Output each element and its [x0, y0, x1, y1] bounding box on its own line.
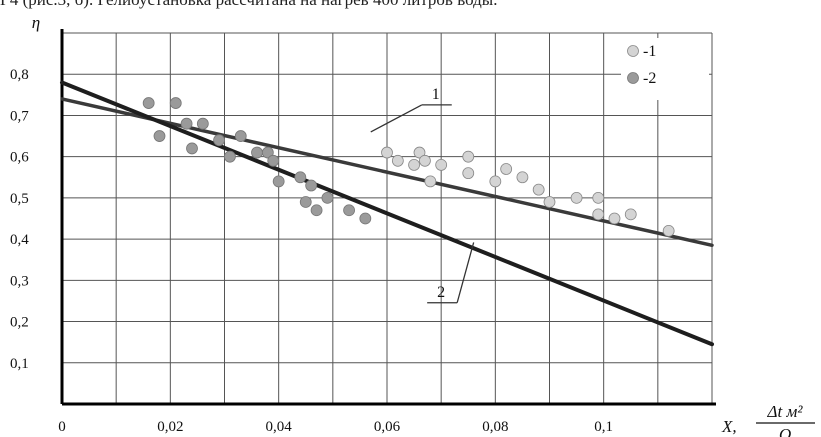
y-tick-label: 0,7	[10, 108, 29, 124]
fit-lines	[60, 80, 714, 347]
data-point-series-2	[196, 117, 209, 130]
data-point-series-1	[391, 154, 404, 167]
grid-lines	[62, 32, 713, 404]
data-point-series-1	[435, 159, 448, 171]
data-point-series-1	[462, 150, 475, 163]
x-axis-label-denominator: Q	[779, 425, 791, 437]
data-point-series-2	[359, 212, 372, 225]
y-tick-label: 0,8	[10, 67, 29, 83]
data-point-series-2	[261, 146, 274, 159]
data-point-series-1	[516, 171, 529, 184]
y-tick-label: 0,6	[10, 150, 29, 166]
data-point-series-1	[592, 208, 605, 221]
data-point-series-1	[381, 146, 393, 159]
x-tick-label: 0,06	[374, 419, 401, 435]
data-points	[142, 97, 675, 237]
legend-label-1: -1	[643, 43, 656, 60]
page-caption: Г4 (рис.3, б). Гелиоустановка рассчитана…	[0, 0, 821, 10]
data-point-series-1	[500, 163, 513, 175]
y-tick-label: 0,1	[10, 356, 29, 372]
data-point-series-2	[169, 97, 182, 109]
data-point-series-2	[343, 204, 355, 217]
fit-line-1	[60, 97, 714, 248]
data-point-series-1	[662, 224, 675, 237]
legend-marker-1	[627, 45, 639, 57]
data-point-series-2	[213, 134, 225, 147]
y-tick-label: 0,2	[10, 315, 29, 331]
data-point-series-1	[408, 159, 420, 171]
x-tick-label: 0,08	[482, 419, 508, 435]
x-axis-label-numerator: Δt м²	[767, 402, 804, 421]
data-point-series-2	[310, 204, 323, 217]
x-tick-label: 0,04	[266, 419, 293, 435]
tick-labels: 0 0,02 0,04 0,06 0,08 0,1 0,1 0,2 0,3 0,4 0,5 0,6 0,…	[10, 67, 613, 435]
x-axis-label-prefix: X,	[721, 417, 737, 436]
data-point-series-1	[462, 167, 475, 180]
data-point-series-1	[419, 154, 431, 167]
data-point-series-2	[321, 191, 334, 204]
y-tick-label: 0,4	[10, 232, 29, 248]
axes	[60, 29, 716, 406]
data-point-series-1	[424, 175, 437, 188]
data-point-series-2	[272, 175, 285, 188]
legend-marker-2	[627, 72, 639, 84]
data-point-series-2	[186, 142, 198, 155]
data-point-series-2	[234, 130, 247, 142]
curve-1-label: 1	[432, 86, 440, 103]
data-point-series-2	[153, 130, 166, 142]
curve-2-leader-line	[456, 242, 475, 303]
data-point-series-2	[305, 179, 318, 192]
legend: -1 -2	[621, 38, 709, 100]
data-point-series-1	[624, 208, 637, 221]
fit-line-2	[60, 80, 714, 347]
data-point-series-2	[180, 117, 193, 130]
data-point-series-1	[413, 146, 426, 159]
x-tick-label: 0,1	[594, 419, 613, 435]
axis-labels: 1 2 η X, Δt м² Q	[32, 13, 815, 437]
data-point-series-1	[608, 212, 621, 225]
data-point-series-2	[267, 154, 280, 167]
x-tick-label: 0,02	[157, 419, 183, 435]
curve-1-leader-line	[370, 104, 423, 133]
data-point-series-1	[570, 191, 583, 204]
data-point-series-1	[489, 175, 502, 188]
data-point-series-2	[224, 150, 236, 163]
legend-label-2: -2	[643, 70, 656, 87]
data-point-series-1	[592, 191, 605, 204]
y-tick-label: 0,5	[10, 191, 29, 207]
data-point-series-2	[142, 97, 155, 109]
data-point-series-2	[299, 196, 312, 208]
data-point-series-2	[251, 146, 263, 159]
data-point-series-1	[532, 183, 545, 196]
curve-2-label: 2	[437, 284, 445, 301]
y-axis-label: η	[32, 13, 40, 32]
data-point-series-1	[543, 196, 556, 208]
x-tick-label: 0	[58, 419, 66, 435]
data-point-series-2	[294, 171, 307, 184]
y-tick-label: 0,3	[10, 273, 29, 289]
